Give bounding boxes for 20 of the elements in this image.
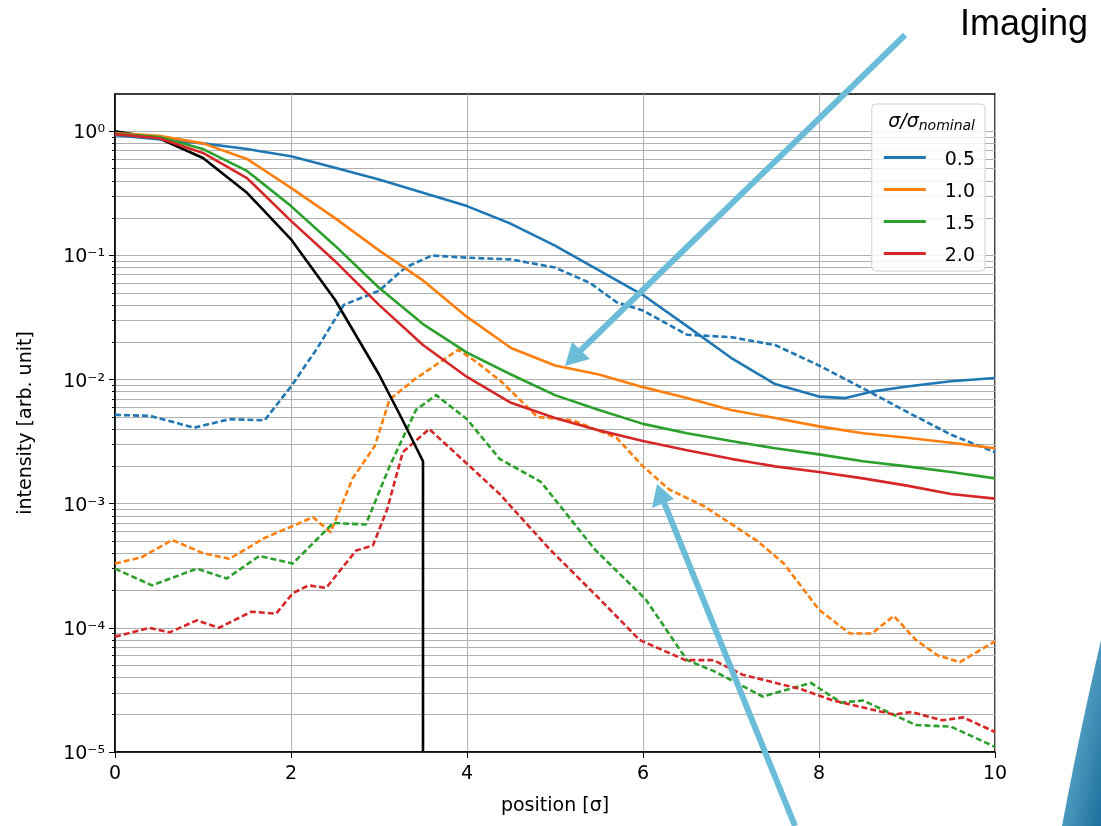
text: Imaging bbox=[959, 1, 1088, 43]
x-axis-title: position [σ] bbox=[500, 792, 610, 815]
y-tick-label: 10⁻⁵ bbox=[63, 741, 105, 763]
y-tick-label: 10⁻⁴ bbox=[63, 616, 106, 639]
y-tick-label: 10⁻¹ bbox=[63, 244, 105, 267]
legend-label: 1.0 bbox=[944, 178, 975, 201]
x-tick-label: 6 bbox=[636, 760, 650, 783]
legend-label: 1.5 bbox=[944, 210, 975, 233]
y-tick-label: 10⁻² bbox=[63, 368, 105, 391]
x-tick-label: 0 bbox=[108, 760, 122, 783]
x-tick-label: 10 bbox=[982, 760, 1008, 783]
y-axis-title: intensity [arb. unit] bbox=[12, 331, 35, 515]
y-tick-label: 10⁻³ bbox=[63, 492, 105, 515]
x-tick-label: 8 bbox=[812, 760, 826, 783]
x-tick-label: 4 bbox=[460, 760, 474, 783]
y-tick-label: 10⁰ bbox=[73, 120, 105, 143]
legend-label: 0.5 bbox=[944, 146, 975, 169]
legend-label: 2.0 bbox=[944, 242, 975, 265]
x-tick-label: 2 bbox=[284, 760, 298, 783]
line-series bbox=[113, 348, 997, 664]
